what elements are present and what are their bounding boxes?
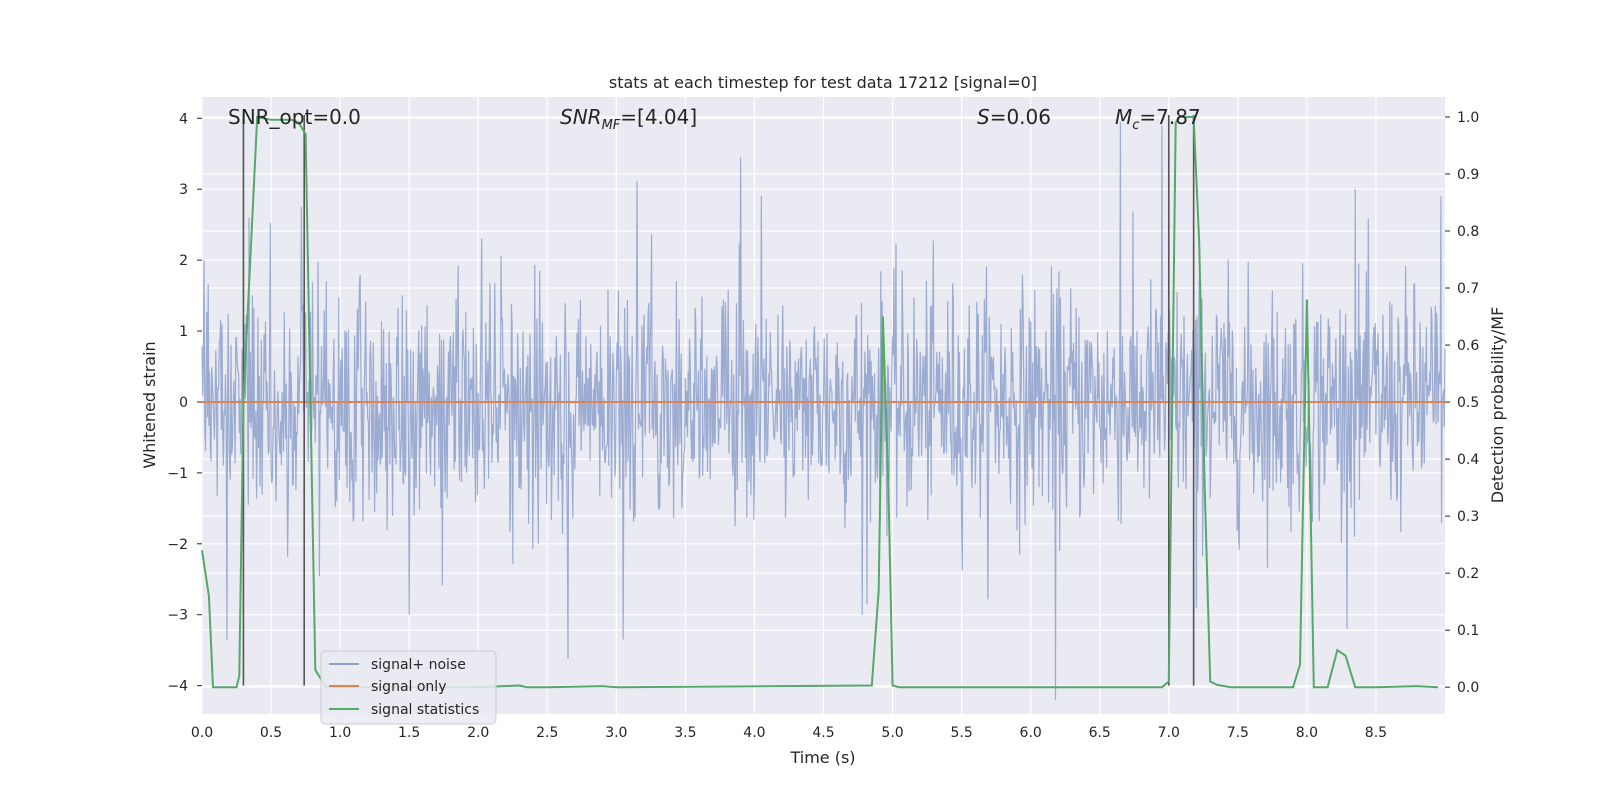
annotation-snr-opt: SNR_opt=0.0 [228,105,361,129]
x-tick-label: 3.0 [605,725,627,741]
signal-statistics-line [201,115,1439,689]
annotation-mc: Mc=7.87 [1115,105,1201,133]
y-tick-label: 0 [179,395,188,411]
signal-noise-series [201,121,1446,700]
x-tick-label: 0.5 [260,725,282,741]
annotation-snr-mf: SNRMF=[4.04] [560,105,697,133]
x-tick-label: 4.0 [743,725,765,741]
x-tick-label: 6.5 [1089,725,1111,741]
x-tick-label: 7.0 [1158,725,1180,741]
y-right-axis-label: Detection probability/MF [1488,307,1507,504]
chart-title: stats at each timestep for test data 172… [609,73,1037,92]
legend-label-signal-statistics: signal statistics [371,702,479,718]
x-tick-label: 1.0 [329,725,351,741]
annotation-s: S=0.06 [977,105,1051,129]
x-tick-label: 2.0 [467,725,489,741]
x-tick-label: 2.5 [536,725,558,741]
y-tick-label: −1 [167,466,188,482]
legend: signal+ noise signal only signal statist… [320,650,497,725]
y-tick-label: 2 [179,253,188,269]
y-right-tick-label: 0.2 [1457,566,1479,582]
y-right-tick-label: 0.3 [1457,509,1479,525]
x-axis-ticks: 0.0 0.5 1.0 1.5 2.0 2.5 3.0 3.5 4.0 4.5 5.0 5.5 6.0 6… [191,725,1387,741]
x-tick-label: 7.5 [1227,725,1249,741]
y-right-tick-label: 0.1 [1457,623,1479,639]
x-tick-label: 5.0 [881,725,903,741]
x-tick-label: 8.5 [1365,725,1387,741]
x-tick-label: 6.0 [1020,725,1042,741]
y-right-axis-ticks: 1.0 0.9 0.8 0.7 0.6 0.5 0.4 0.3 0.2 0.1 0.0 [1445,110,1479,696]
signal-noise-line [201,121,1446,700]
y-axis-ticks: 4 3 2 1 0 −1 −2 −3 −4 [167,111,202,695]
legend-label-signal-only: signal only [371,679,446,695]
y-right-tick-label: 0.0 [1457,680,1479,696]
y-tick-label: −2 [167,537,188,553]
y-tick-label: 3 [179,182,188,198]
legend-box [320,650,497,725]
x-tick-label: 5.5 [950,725,972,741]
y-right-tick-label: 0.7 [1457,281,1479,297]
y-right-tick-label: 0.5 [1457,395,1479,411]
y-axis-label: Whitened strain [140,341,159,468]
y-right-tick-label: 0.9 [1457,167,1479,183]
legend-label-signal-noise: signal+ noise [371,657,466,673]
y-right-tick-label: 0.4 [1457,452,1479,468]
x-tick-label: 4.5 [812,725,834,741]
y-tick-label: −4 [167,679,188,695]
signal-statistics-series [201,115,1439,689]
y-right-tick-label: 0.8 [1457,224,1479,240]
y-tick-label: −3 [167,608,188,624]
x-tick-label: 3.5 [674,725,696,741]
x-tick-label: 8.0 [1296,725,1318,741]
y-tick-label: 4 [179,111,188,127]
y-tick-label: 1 [179,324,188,340]
y-right-tick-label: 0.6 [1457,338,1479,354]
x-axis-label: Time (s) [789,748,855,767]
x-tick-label: 0.0 [191,725,213,741]
x-tick-label: 1.5 [398,725,420,741]
y-right-tick-label: 1.0 [1457,110,1479,126]
